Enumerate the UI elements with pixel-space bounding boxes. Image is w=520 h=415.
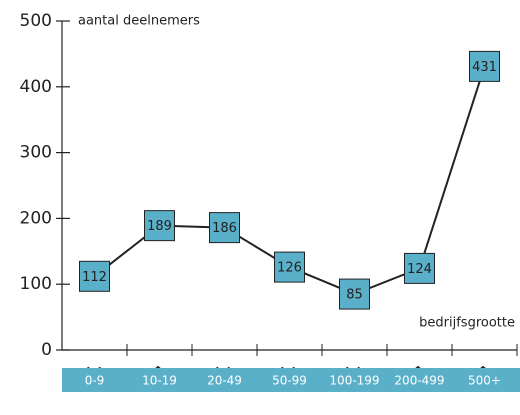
x-axis-label: bedrijfsgrootte: [419, 316, 515, 331]
marker: [339, 278, 370, 310]
value-label: 85: [346, 288, 363, 303]
value-label: 126: [277, 261, 302, 276]
x-tick-label: 0-9: [85, 374, 105, 388]
marker: [469, 50, 500, 82]
x-tick-label: 500+: [468, 374, 501, 388]
y-tick-label: 500: [20, 11, 52, 31]
x-tick-label: 200-499: [394, 374, 444, 388]
marker: [274, 251, 305, 283]
x-tick-label: 50-99: [272, 374, 307, 388]
y-tick-label: 100: [20, 274, 52, 294]
category-band: [62, 368, 520, 392]
y-tick-label: 300: [20, 143, 52, 163]
value-label: 124: [407, 262, 432, 277]
marker: [144, 210, 175, 242]
y-axis-label: aantal deelnemers: [78, 14, 200, 29]
y-tick-label: 400: [20, 77, 52, 97]
value-label: 431: [472, 60, 497, 75]
value-label: 186: [212, 221, 237, 236]
marker: [209, 212, 240, 244]
x-tick-label: 10-19: [142, 374, 177, 388]
y-tick-label: 200: [20, 208, 52, 228]
value-label: 189: [147, 219, 172, 234]
x-tick-label: 100-199: [329, 374, 379, 388]
y-tick-label: 0: [41, 340, 52, 360]
x-tick-label: 20-49: [207, 374, 242, 388]
marker: [404, 252, 435, 284]
marker: [79, 260, 110, 292]
value-label: 112: [82, 270, 107, 285]
